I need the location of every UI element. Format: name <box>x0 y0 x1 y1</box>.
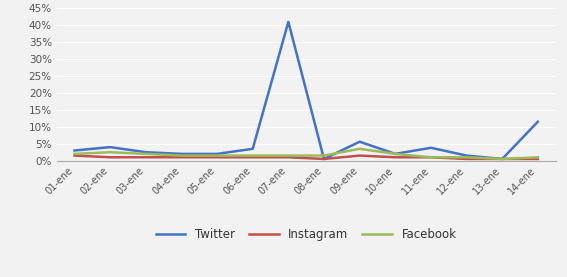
Legend: Twitter, Instagram, Facebook: Twitter, Instagram, Facebook <box>151 224 461 246</box>
Twitter <box>142 150 149 154</box>
Facebook <box>320 154 327 157</box>
Facebook <box>142 152 149 156</box>
Twitter <box>320 157 327 161</box>
Facebook <box>285 154 292 157</box>
Twitter <box>499 157 506 161</box>
Facebook <box>356 147 363 150</box>
Instagram <box>71 154 78 157</box>
Instagram <box>463 157 470 161</box>
Twitter <box>107 145 113 149</box>
Twitter <box>392 152 399 156</box>
Instagram <box>499 157 506 161</box>
Facebook <box>214 154 221 157</box>
Twitter <box>356 140 363 143</box>
Instagram <box>107 156 113 159</box>
Facebook <box>535 156 541 159</box>
Instagram <box>178 156 185 159</box>
Line: Facebook: Facebook <box>74 149 538 159</box>
Instagram <box>249 156 256 159</box>
Instagram <box>285 156 292 159</box>
Twitter <box>535 120 541 123</box>
Facebook <box>178 154 185 157</box>
Twitter <box>214 152 221 156</box>
Facebook <box>249 154 256 157</box>
Instagram <box>392 156 399 159</box>
Twitter <box>178 152 185 156</box>
Twitter <box>71 149 78 152</box>
Line: Instagram: Instagram <box>74 156 538 159</box>
Instagram <box>428 156 434 159</box>
Twitter <box>249 147 256 150</box>
Facebook <box>392 152 399 156</box>
Facebook <box>428 156 434 159</box>
Instagram <box>214 156 221 159</box>
Instagram <box>535 157 541 161</box>
Facebook <box>107 150 113 154</box>
Line: Twitter: Twitter <box>74 22 538 159</box>
Facebook <box>71 152 78 156</box>
Facebook <box>499 157 506 161</box>
Twitter <box>463 154 470 157</box>
Twitter <box>428 146 434 150</box>
Twitter <box>285 20 292 24</box>
Instagram <box>142 156 149 159</box>
Instagram <box>356 154 363 157</box>
Instagram <box>320 157 327 161</box>
Facebook <box>463 156 470 159</box>
